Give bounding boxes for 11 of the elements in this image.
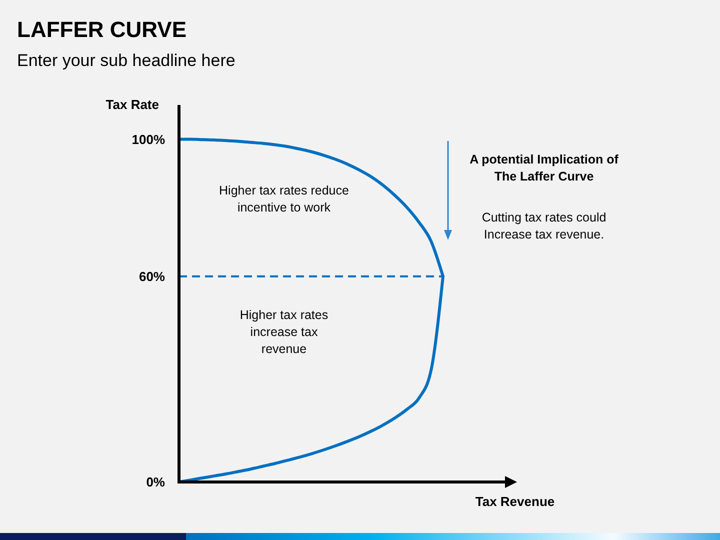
y-axis-title: Tax Rate xyxy=(106,97,159,112)
annotation: Higher tax rates increase tax revenue xyxy=(240,308,328,356)
x-axis-title: Tax Revenue xyxy=(475,494,555,509)
y-tick-label: 0% xyxy=(146,474,166,490)
annotation: Higher tax rates reduce incentive to work xyxy=(219,184,350,214)
y-tick-label: 60% xyxy=(138,268,166,284)
annotation: Cutting tax rates could Increase tax revenue. xyxy=(482,210,606,242)
chart-title: LAFFER CURVE xyxy=(17,17,186,42)
annotation: A potential Implication of The Laffer Curve xyxy=(470,152,620,184)
y-tick-label: 100% xyxy=(132,132,166,147)
chart-subtitle: Enter your sub headline here xyxy=(17,51,236,70)
